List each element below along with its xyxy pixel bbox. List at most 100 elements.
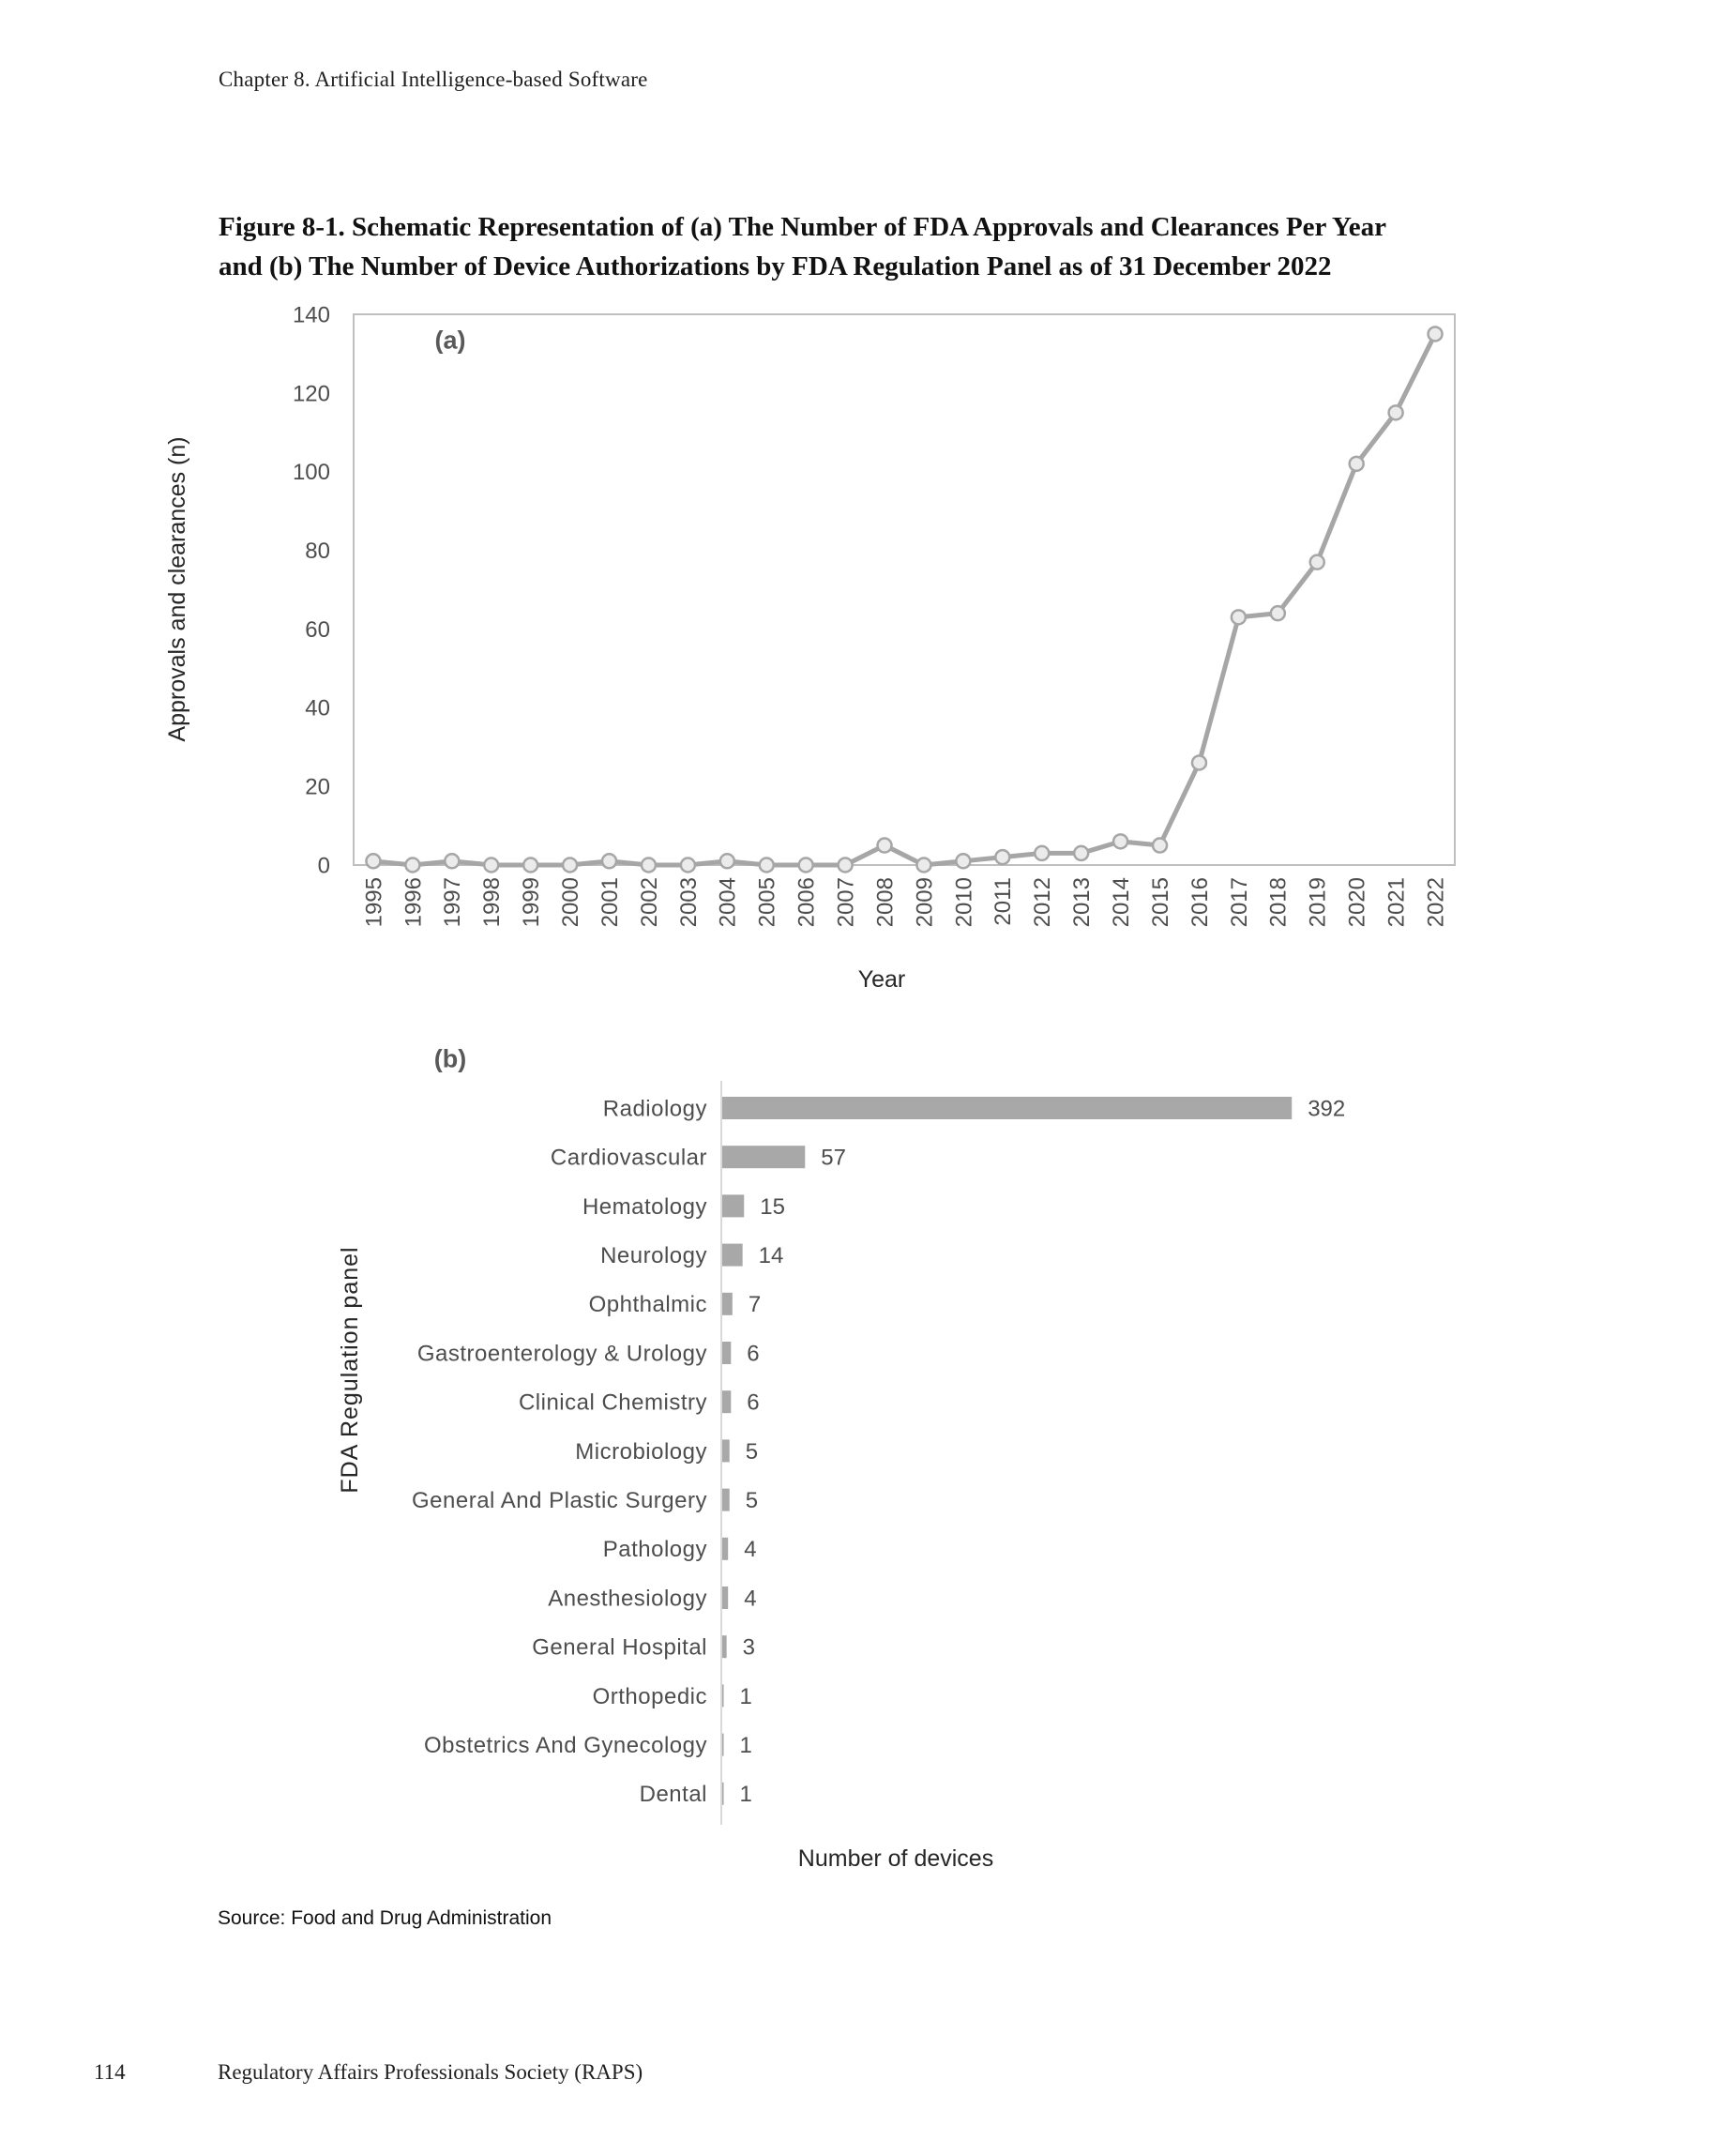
- data-point-2022: [1427, 326, 1444, 342]
- bar-row: Microbiology 5: [575, 1439, 758, 1465]
- data-point-2000: [561, 857, 579, 873]
- x-tick-label: 2009: [912, 877, 937, 927]
- bar-row: Orthopedic 1: [593, 1684, 752, 1709]
- bar-value-label: 392: [1308, 1096, 1345, 1121]
- bar-value-label: 1: [740, 1782, 752, 1807]
- data-point-2013: [1072, 844, 1090, 862]
- data-point-1995: [365, 853, 382, 870]
- y-axis-title-b: FDA Regulation panel: [337, 1246, 363, 1493]
- bar: [722, 1292, 733, 1315]
- data-point-1998: [483, 857, 500, 873]
- bar-category-label: Dental: [640, 1782, 707, 1807]
- y-tick-label: 120: [293, 381, 330, 406]
- data-point-1999: [522, 857, 539, 873]
- source-note: Source: Food and Drug Administration: [218, 1907, 552, 1929]
- x-tick-label: 2001: [597, 877, 623, 927]
- y-tick-label: 40: [305, 696, 330, 721]
- x-tick-label: 2021: [1384, 877, 1410, 927]
- data-point-2010: [955, 853, 972, 870]
- x-tick-label: 2013: [1069, 877, 1095, 927]
- bar-row: Ophthalmic 7: [589, 1292, 762, 1317]
- x-tick-label: 2000: [558, 877, 583, 927]
- bar-category-label: General Hospital: [532, 1635, 707, 1661]
- y-axis-title-a: Approvals and clearances (n): [164, 436, 190, 741]
- bar-category-label: Neurology: [600, 1243, 707, 1268]
- data-point-2007: [837, 857, 854, 873]
- panel-label-b: (b): [434, 1044, 466, 1072]
- bar-row: Neurology 14: [600, 1243, 783, 1268]
- bar: [722, 1635, 727, 1659]
- figure-title: Figure 8-1. Schematic Representation of …: [219, 207, 1550, 286]
- bar-category-label: Pathology: [603, 1537, 707, 1562]
- bar: [722, 1243, 743, 1267]
- bar-row: Clinical Chemistry 6: [519, 1390, 760, 1416]
- bar-category-label: Ophthalmic: [589, 1292, 707, 1317]
- bar-row: Hematology 15: [582, 1194, 785, 1220]
- data-point-2012: [1034, 844, 1051, 862]
- y-tick-label: 100: [293, 460, 330, 485]
- bar-value-label: 4: [744, 1586, 756, 1611]
- bar: [722, 1684, 724, 1708]
- x-tick-label: 2017: [1227, 877, 1252, 927]
- data-point-2015: [1151, 837, 1169, 854]
- x-tick-label: 1997: [440, 877, 465, 927]
- bar: [722, 1390, 732, 1414]
- bar-category-label: Anesthesiology: [548, 1586, 707, 1611]
- page-number: 114: [94, 2060, 126, 2084]
- data-point-2006: [797, 857, 814, 873]
- bar-value-label: 7: [749, 1292, 761, 1317]
- x-tick-label: 2004: [716, 877, 741, 927]
- bar-row: Pathology 4: [603, 1537, 757, 1562]
- x-tick-label: 2016: [1187, 877, 1213, 927]
- y-tick-label: 80: [305, 539, 330, 564]
- x-tick-label: 2015: [1148, 877, 1173, 927]
- x-axis-tick-labels: 1995 1996 1997 1998 1999 2000 2001 2002 2003 2004…: [361, 877, 1448, 927]
- x-axis-title-b: Number of devices: [798, 1845, 993, 1872]
- data-point-1996: [404, 857, 421, 873]
- data-point-2020: [1348, 455, 1365, 473]
- x-tick-label: 1996: [401, 877, 426, 927]
- x-tick-label: 2003: [676, 877, 702, 927]
- data-point-2002: [640, 857, 658, 873]
- data-point-2016: [1190, 754, 1208, 771]
- bar-category-label: General And Plastic Surgery: [412, 1488, 707, 1513]
- x-tick-label: 2002: [637, 877, 662, 927]
- bar-row: Anesthesiology 4: [548, 1586, 756, 1611]
- x-tick-label: 2022: [1423, 877, 1448, 927]
- trend-line: [371, 331, 1438, 868]
- bar: [722, 1488, 730, 1511]
- bar-row: Dental 1: [640, 1782, 752, 1807]
- x-tick-label: 2007: [834, 877, 859, 927]
- bar-value-label: 6: [747, 1390, 759, 1416]
- bar-row: Gastroenterology & Urology 6: [417, 1341, 760, 1366]
- bar-category-label: Clinical Chemistry: [519, 1390, 707, 1416]
- bar-category-label: Obstetrics And Gynecology: [424, 1733, 707, 1758]
- data-point-2019: [1308, 554, 1325, 570]
- data-point-2005: [758, 857, 775, 873]
- bar-value-label: 15: [760, 1194, 785, 1220]
- bar: [722, 1587, 729, 1609]
- plot-area-frame: [353, 313, 1456, 866]
- bar-category-label: Microbiology: [575, 1439, 707, 1465]
- data-point-2017: [1230, 609, 1248, 626]
- x-tick-label: 2005: [755, 877, 780, 927]
- panel-label-a: (a): [435, 326, 466, 354]
- figure-title-line-1: Figure 8-1. Schematic Representation of …: [219, 212, 1387, 242]
- data-point-2021: [1387, 404, 1404, 421]
- bar: [722, 1782, 724, 1805]
- bar-value-label: 1: [740, 1733, 752, 1758]
- data-point-2004: [718, 853, 736, 870]
- bar: [722, 1194, 745, 1218]
- bar: [722, 1146, 806, 1169]
- bar-chart-devices-by-panel: (b) FDA Regulation panel Radiology 392 Car…: [337, 1044, 1346, 1872]
- bar-row: General And Plastic Surgery 5: [412, 1488, 758, 1513]
- data-point-2009: [915, 857, 932, 873]
- bar-value-label: 4: [744, 1537, 756, 1562]
- bar-row: Obstetrics And Gynecology 1: [424, 1733, 752, 1758]
- bar: [722, 1342, 732, 1364]
- data-point-2008: [876, 837, 893, 854]
- x-tick-label: 2020: [1345, 877, 1370, 927]
- bar: [722, 1439, 730, 1463]
